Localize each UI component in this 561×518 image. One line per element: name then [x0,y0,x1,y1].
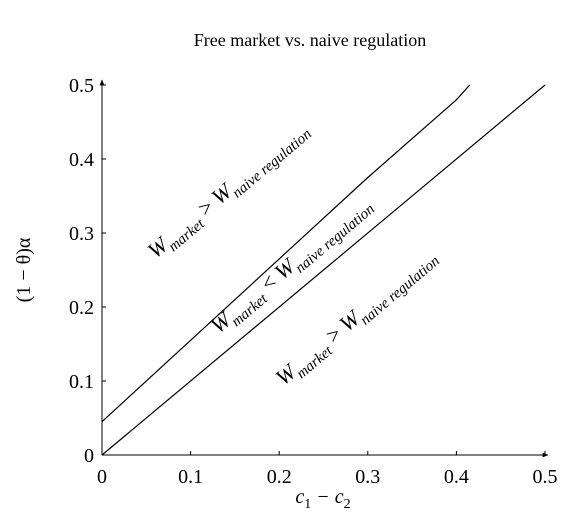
y-tick-label: 0.1 [69,371,94,393]
y-tick-label: 0.3 [69,223,94,245]
x-tick-label: 0.3 [355,466,380,488]
label-part: − c [311,486,343,508]
y-axis-label: (1 − θ)α [13,237,35,302]
x-tick-label: 0.4 [444,466,469,488]
line-series [101,84,471,423]
y-tick-label: 0.5 [69,75,94,97]
subscript: naive regulation [293,201,379,276]
y-tick-label: 0.2 [69,297,94,319]
subscript: 2 [344,497,351,512]
x-axis-label: c1 − c2 [295,486,350,512]
chart-title: Free market vs. naive regulation [194,30,426,50]
x-tick-label: 0.2 [267,466,292,488]
x-tick-label: 0.1 [178,466,203,488]
annotation: Wmarket > Wnaive regulation [143,115,315,266]
subscript: 1 [304,497,311,512]
line-series [101,84,546,456]
subscript: naive regulation [230,126,316,201]
subscript: naive regulation [358,253,444,328]
label-part: c [295,486,304,508]
y-tick-label: 0.4 [69,149,94,171]
x-tick-label: 0 [97,466,107,488]
x-tick-label: 0.5 [533,466,558,488]
y-tick-label: 0 [84,445,94,467]
